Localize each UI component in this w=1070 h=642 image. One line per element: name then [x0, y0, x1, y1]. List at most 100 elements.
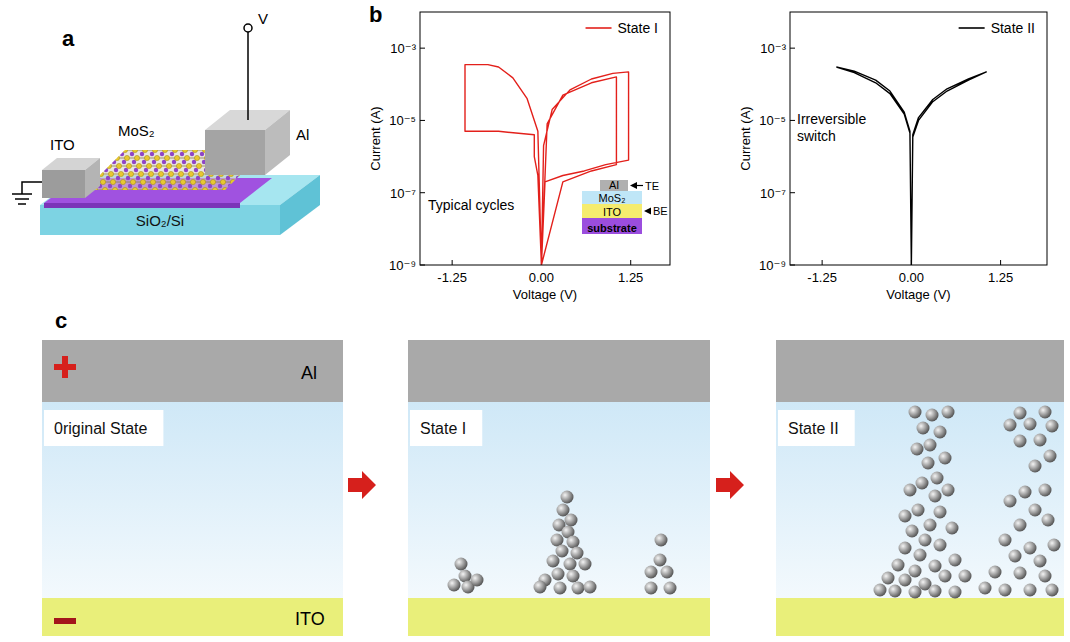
state-label: State II: [788, 420, 839, 437]
mo-atom: [192, 160, 196, 164]
ion: [579, 558, 592, 571]
y-tick: [790, 48, 795, 49]
ground-wire: [22, 182, 42, 194]
series-line: [465, 65, 629, 265]
mo-atom: [150, 152, 154, 156]
mos2-layer: [408, 402, 710, 598]
ion: [892, 559, 905, 572]
s-atom: [174, 155, 179, 160]
mo-atom: [112, 160, 116, 164]
s-atom: [168, 171, 173, 176]
state-label-box: [44, 410, 163, 446]
ito-electrode: [408, 598, 710, 636]
inset-layer-label: substrate: [587, 222, 637, 234]
ion: [929, 490, 942, 503]
ion: [912, 504, 925, 517]
probe-wire: [247, 32, 249, 120]
mo-atom: [188, 144, 192, 148]
mo-atom: [140, 152, 144, 156]
ion: [949, 586, 962, 599]
mo-atom: [156, 176, 160, 180]
ion: [929, 560, 942, 573]
voltage-label: V: [258, 10, 268, 27]
ion: [939, 570, 952, 583]
ion: [919, 534, 932, 547]
mo-atom: [174, 168, 178, 172]
x-tick-label: 0.00: [529, 270, 554, 285]
ion: [906, 525, 919, 538]
mo-atom: [158, 144, 162, 148]
mo-atom: [176, 176, 180, 180]
mo-atom: [148, 184, 152, 188]
mo-atom: [196, 176, 200, 180]
state-label-box: [410, 410, 482, 446]
mo-atom: [142, 160, 146, 164]
mo-atom: [186, 176, 190, 180]
ion: [561, 491, 574, 504]
s-atom: [102, 187, 107, 192]
annotation-line: Irreversible: [797, 111, 866, 127]
ito-electrode: [776, 598, 1064, 636]
ion: [999, 584, 1012, 597]
s-atom: [136, 163, 141, 168]
state-label: 0riginal State: [54, 420, 147, 437]
ion: [1046, 420, 1059, 433]
s-atom: [138, 171, 143, 176]
ion: [556, 545, 569, 558]
ion: [584, 581, 597, 594]
s-atom: [142, 187, 147, 192]
s-atom: [196, 163, 201, 168]
mo-atom: [198, 184, 202, 188]
ion: [1024, 418, 1037, 431]
ito-electrode: [42, 598, 343, 636]
ion: [1039, 484, 1052, 497]
s-atom: [152, 187, 157, 192]
y-tick-label: 10⁻³: [390, 41, 416, 56]
s-atom: [188, 171, 193, 176]
ion: [942, 406, 955, 419]
legend-label: State I: [618, 20, 658, 36]
ion: [1039, 406, 1052, 419]
plot-frame: [790, 12, 1047, 265]
plus-sign: [62, 356, 68, 378]
mo-atom: [184, 168, 188, 172]
al-label: Al: [301, 363, 317, 383]
mo-atom: [126, 176, 130, 180]
s-atom: [126, 163, 131, 168]
x-tick-label: 1.25: [988, 270, 1013, 285]
ion: [909, 586, 922, 599]
y-tick: [420, 192, 425, 193]
ion: [924, 439, 937, 452]
te-arrow-line: [636, 185, 643, 186]
ground-bar: [18, 203, 26, 205]
panel-letter: b: [369, 2, 382, 27]
s-atom: [172, 187, 177, 192]
substrate-label: SiO₂/Si: [136, 212, 184, 229]
ito-label: ITO: [50, 136, 75, 153]
mo-atom: [228, 184, 232, 188]
state-label: State I: [420, 420, 466, 437]
ion: [904, 484, 917, 497]
s-atom: [156, 163, 161, 168]
mo-atom: [198, 144, 202, 148]
al-pad-front: [205, 130, 265, 175]
ion: [664, 582, 677, 595]
s-atom: [186, 163, 191, 168]
mo-atom: [138, 144, 142, 148]
mo-atom: [162, 160, 166, 164]
mo-atom: [116, 176, 120, 180]
y-tick: [790, 192, 795, 193]
mo-atom: [132, 160, 136, 164]
inset-layer-label: MoS₂: [599, 192, 626, 204]
ion: [1042, 514, 1055, 527]
s-atom: [142, 147, 147, 152]
ion: [911, 443, 924, 456]
mos2-layer: [776, 402, 1064, 598]
s-atom: [164, 155, 169, 160]
s-atom: [220, 179, 225, 184]
x-tick: [822, 260, 823, 265]
ion: [942, 484, 955, 497]
ion: [654, 554, 667, 567]
ion: [554, 582, 567, 595]
transition-arrow: [348, 471, 376, 499]
